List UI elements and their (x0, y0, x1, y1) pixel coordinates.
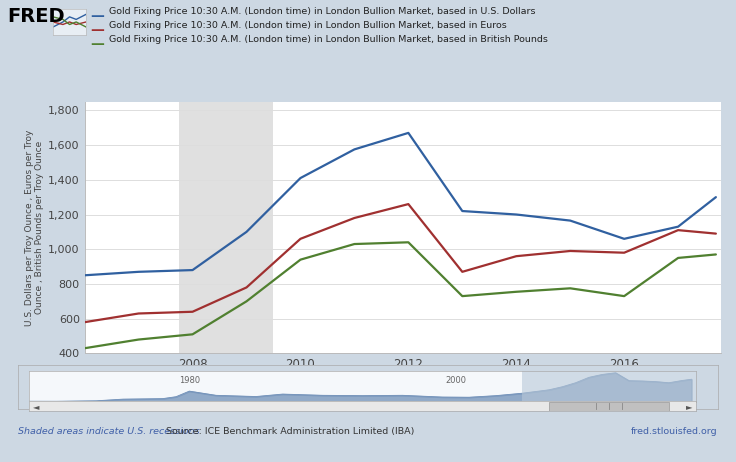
Bar (179, 102, 274, 353)
Text: Shaded areas indicate U.S. recessions: Shaded areas indicate U.S. recessions (18, 427, 200, 436)
Text: 1980: 1980 (179, 376, 200, 385)
Text: ◄: ◄ (33, 401, 39, 411)
Text: 2000: 2000 (445, 376, 466, 385)
Y-axis label: U.S. Dollars per Troy Ounce , Euros per Troy
Ounce , British Pounds per Troy Oun: U.S. Dollars per Troy Ounce , Euros per … (24, 129, 44, 326)
Text: ►: ► (686, 401, 692, 411)
Text: —: — (90, 23, 104, 37)
Text: FRED: FRED (7, 7, 65, 26)
Bar (549, 401, 669, 411)
Text: fred.stlouisfed.org: fred.stlouisfed.org (631, 427, 718, 436)
Text: Gold Fixing Price 10:30 A.M. (London time) in London Bullion Market, based in Br: Gold Fixing Price 10:30 A.M. (London tim… (109, 35, 548, 43)
Text: Source: ICE Benchmark Administration Limited (IBA): Source: ICE Benchmark Administration Lim… (166, 427, 414, 436)
Bar (523, 371, 696, 402)
Text: —: — (90, 9, 104, 23)
Text: Gold Fixing Price 10:30 A.M. (London time) in London Bullion Market, based in Eu: Gold Fixing Price 10:30 A.M. (London tim… (109, 21, 506, 30)
Text: —: — (90, 37, 104, 51)
Text: Gold Fixing Price 10:30 A.M. (London time) in London Bullion Market, based in U.: Gold Fixing Price 10:30 A.M. (London tim… (109, 7, 535, 16)
